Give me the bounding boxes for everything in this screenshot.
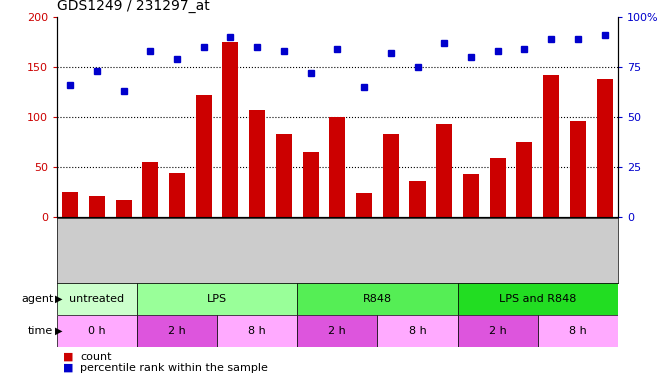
- Bar: [516, 142, 532, 218]
- Bar: [217, 315, 297, 347]
- Text: 8 h: 8 h: [569, 326, 587, 336]
- Text: ▶: ▶: [55, 294, 62, 304]
- Text: agent: agent: [21, 294, 53, 304]
- Bar: [458, 283, 618, 315]
- Text: R848: R848: [363, 294, 392, 304]
- Text: ■: ■: [63, 363, 74, 373]
- Bar: [57, 283, 137, 315]
- Text: ■: ■: [63, 352, 74, 362]
- Bar: [57, 315, 137, 347]
- Bar: [463, 174, 479, 217]
- Bar: [436, 124, 452, 218]
- Text: percentile rank within the sample: percentile rank within the sample: [80, 363, 268, 373]
- Text: count: count: [80, 352, 112, 362]
- Text: ▶: ▶: [55, 326, 62, 336]
- Text: time: time: [28, 326, 53, 336]
- Bar: [538, 315, 618, 347]
- Text: GDS1249 / 231297_at: GDS1249 / 231297_at: [57, 0, 210, 13]
- Bar: [297, 315, 377, 347]
- Bar: [490, 158, 506, 218]
- Bar: [142, 162, 158, 218]
- Text: LPS: LPS: [207, 294, 227, 304]
- Bar: [169, 173, 185, 217]
- Bar: [89, 196, 105, 217]
- Bar: [137, 315, 217, 347]
- Bar: [597, 79, 613, 218]
- Bar: [249, 110, 265, 218]
- Bar: [356, 194, 372, 217]
- Bar: [116, 201, 132, 217]
- Bar: [377, 315, 458, 347]
- Text: LPS and R848: LPS and R848: [499, 294, 576, 304]
- Bar: [62, 192, 78, 217]
- Bar: [329, 117, 345, 218]
- Text: 8 h: 8 h: [248, 326, 266, 336]
- Bar: [222, 42, 238, 218]
- Bar: [297, 283, 458, 315]
- Text: 0 h: 0 h: [88, 326, 106, 336]
- Bar: [196, 95, 212, 218]
- Text: 8 h: 8 h: [409, 326, 426, 336]
- Bar: [383, 134, 399, 218]
- Bar: [409, 182, 426, 218]
- Text: 2 h: 2 h: [329, 326, 346, 336]
- Bar: [137, 283, 297, 315]
- Bar: [276, 134, 292, 218]
- Bar: [303, 152, 319, 217]
- Text: untreated: untreated: [69, 294, 124, 304]
- Bar: [570, 121, 586, 218]
- Text: 2 h: 2 h: [489, 326, 506, 336]
- Text: 2 h: 2 h: [168, 326, 186, 336]
- Bar: [543, 75, 559, 217]
- Bar: [458, 315, 538, 347]
